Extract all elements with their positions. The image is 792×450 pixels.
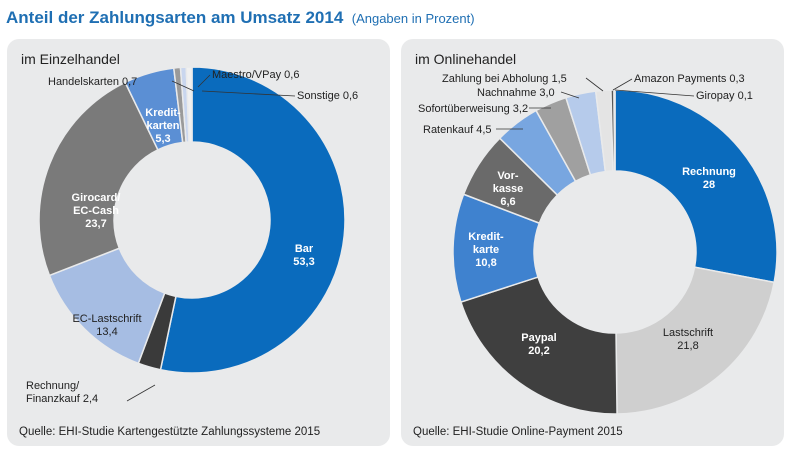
leader-line-giropay <box>614 89 695 97</box>
label-giropay: Giropay 0,1 <box>696 90 753 102</box>
label-ratenkauf: Ratenkauf 4,5 <box>423 124 492 136</box>
leader-line-zahlung-bei-abholung <box>585 77 604 92</box>
label-amazon-payments: Amazon Payments 0,3 <box>634 73 745 85</box>
panel-label-onlinehandel: im Onlinehandel <box>415 51 517 67</box>
label-handelskarten: Handelskarten 0,7 <box>48 76 137 88</box>
label-nachnahme: Nachnahme 3,0 <box>477 87 555 99</box>
slice-bar <box>159 66 346 374</box>
leader-line-maestro-vpay <box>197 74 211 88</box>
slice-girocard-ec-cash <box>38 81 159 277</box>
label-rechnung-finanzkauf: Rechnung/Finanzkauf 2,4 <box>26 380 98 405</box>
label-paypal: Paypal 20,2 <box>521 332 556 357</box>
label-girocard-ec-cash: Girocard/EC-Cash 23,7 <box>72 192 121 230</box>
donut-slices <box>452 89 778 415</box>
panel-einzelhandel: im Einzelhandel Bar 53,3 Rechnung/Finanzka… <box>7 39 390 446</box>
leader-line-amazon-payments <box>612 78 633 91</box>
leader-line-rechnung-finanzkauf <box>126 384 156 402</box>
label-maestro-vpay: Maestro/VPay 0,6 <box>212 69 299 81</box>
source-einzelhandel: Quelle: EHI-Studie Kartengestützte Zahlu… <box>19 426 321 438</box>
label-sonstige: Sonstige 0,6 <box>297 90 358 102</box>
label-zahlung-bei-abholung: Zahlung bei Abholung 1,5 <box>442 73 567 85</box>
label-rechnung: Rechnung 28 <box>682 166 736 191</box>
slice-giropay <box>613 89 616 172</box>
label-sofort-berweisung: Sofortüberweisung 3,2 <box>418 103 528 115</box>
slice-paypal <box>459 276 618 415</box>
label-kredit-karten: Kredit-karten 5,3 <box>145 107 181 145</box>
donut-chart-einzelhandel: Bar 53,3 Rechnung/Finanzkauf 2,4 EC-Lastsch… <box>26 66 358 405</box>
label-lastschrift: Lastschrift 21,8 <box>663 327 713 352</box>
label-vor-kasse: Vor-kasse 6,6 <box>493 170 524 208</box>
donut-chart-onlinehandel: Rechnung 28 Lastschrift 21,8 Paypal 20,2 Kredi… <box>418 73 778 415</box>
panel-label-einzelhandel: im Einzelhandel <box>21 51 120 67</box>
chart-title: Anteil der Zahlungsarten am Umsatz 2014 <box>6 8 344 27</box>
label-kredit-karte: Kredit-karte 10,8 <box>468 231 504 269</box>
source-onlinehandel: Quelle: EHI-Studie Online-Payment 2015 <box>413 426 623 438</box>
donut-slices <box>38 66 346 374</box>
label-bar: Bar 53,3 <box>293 243 314 268</box>
slice-sonstige <box>185 66 193 143</box>
chart-title-row: Anteil der Zahlungsarten am Umsatz 2014 … <box>6 8 475 28</box>
chart-subtitle: (Angaben in Prozent) <box>351 11 475 26</box>
slice-lastschrift <box>615 266 776 415</box>
slice-rechnung <box>614 89 778 284</box>
leader-line-handelskarten <box>171 80 195 92</box>
label-ec-lastschrift: EC-Lastschrift 13,4 <box>72 313 141 338</box>
leader-line-sonstige <box>201 90 296 97</box>
panel-onlinehandel: im Onlinehandel Rechnung 28 Lastschrift 21,… <box>401 39 784 446</box>
leader-line-nachnahme <box>560 91 580 99</box>
